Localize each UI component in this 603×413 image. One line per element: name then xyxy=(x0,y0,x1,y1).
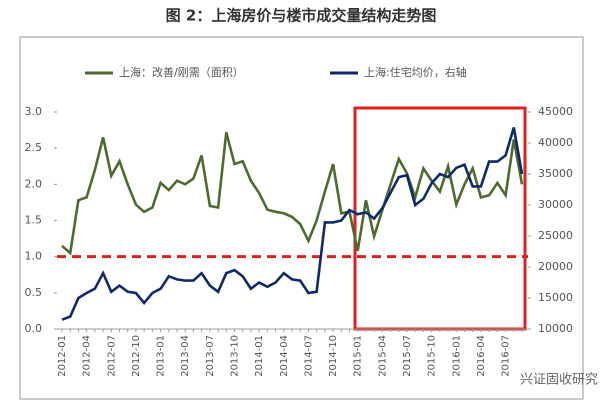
y2-tick-label: 20000 xyxy=(538,260,573,273)
y-tick-label: 2.5 xyxy=(25,141,43,154)
x-tick-label: 2014-10 xyxy=(328,335,339,377)
legend-label: 上海：改善/刚需（面积） xyxy=(119,65,244,79)
y2-tick-label: 45000 xyxy=(538,105,573,118)
y2-tick-label: 40000 xyxy=(538,136,573,149)
x-tick-label: 2012-01 xyxy=(57,335,68,377)
y-tick-label: 2.0 xyxy=(25,177,43,190)
legend-label: 上海:住宅均价，右轴 xyxy=(364,65,467,79)
x-tick-label: 2013-04 xyxy=(180,335,191,377)
x-tick-label: 2016-01 xyxy=(451,335,462,377)
y2-tick-label: 15000 xyxy=(538,291,573,304)
y-tick-label: 1.0 xyxy=(25,250,43,263)
y2-tick-label: 30000 xyxy=(538,198,573,211)
y2-tick-label: 10000 xyxy=(538,322,573,335)
x-tick-label: 2016-07 xyxy=(501,335,512,377)
x-tick-label: 2015-10 xyxy=(427,335,438,377)
x-tick-label: 2012-10 xyxy=(131,335,142,377)
series-line xyxy=(61,131,524,256)
x-tick-label: 2014-07 xyxy=(303,335,314,377)
chart-title: 图 2：上海房价与楼市成交量结构走势图 xyxy=(166,7,437,25)
x-tick-label: 2013-07 xyxy=(205,335,216,377)
x-tick-label: 2015-07 xyxy=(402,335,413,377)
y-tick-label: 0.5 xyxy=(25,286,43,299)
x-tick-label: 2014-01 xyxy=(254,335,265,377)
series-line xyxy=(61,127,524,321)
y-tick-label: 3.0 xyxy=(25,105,43,118)
x-tick-label: 2012-04 xyxy=(82,335,93,377)
x-tick-label: 2012-07 xyxy=(106,335,117,377)
x-tick-label: 2015-04 xyxy=(377,335,388,377)
x-tick-label: 2016-04 xyxy=(476,335,487,377)
x-tick-label: 2015-01 xyxy=(353,335,364,377)
chart-frame xyxy=(19,36,584,400)
x-tick-label: 2013-10 xyxy=(230,335,241,377)
y2-tick-label: 25000 xyxy=(538,229,573,242)
watermark: 兴证固收研究 xyxy=(520,373,598,388)
x-tick-label: 2013-01 xyxy=(156,335,167,377)
y2-tick-label: 35000 xyxy=(538,167,573,180)
y-tick-label: 0.0 xyxy=(25,322,43,335)
y-tick-label: 1.5 xyxy=(25,214,43,227)
x-tick-label: 2014-04 xyxy=(279,335,290,377)
